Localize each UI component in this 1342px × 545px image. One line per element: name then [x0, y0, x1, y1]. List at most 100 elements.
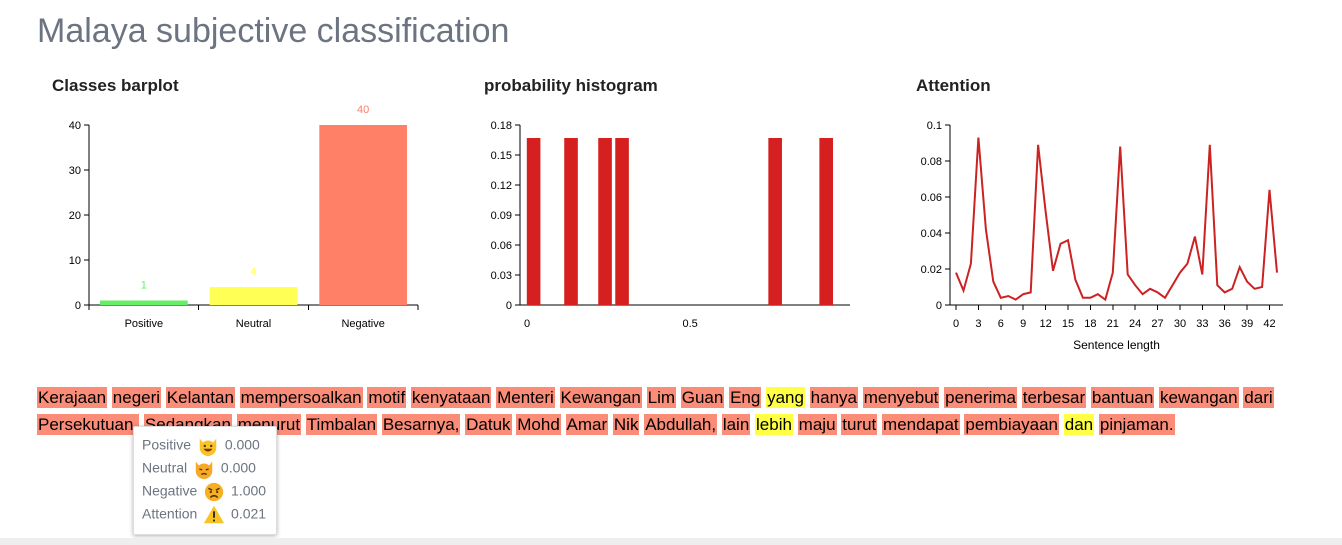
- attention-y-tick-label: 0.04: [921, 228, 942, 240]
- word-token[interactable]: Timbalan: [305, 414, 378, 435]
- word-token[interactable]: negeri: [111, 387, 162, 408]
- word-token[interactable]: Guan: [680, 387, 725, 408]
- attention-x-axis-label: Sentence length: [1073, 338, 1160, 352]
- word-token[interactable]: Eng: [729, 387, 762, 408]
- warning-icon: [204, 505, 225, 524]
- word-token[interactable]: Besarnya,: [381, 414, 461, 435]
- tooltip-row-positive: Positive 0.000: [142, 435, 260, 457]
- word-token[interactable]: Datuk: [465, 414, 512, 435]
- histogram-y-tick-label: 0.18: [491, 120, 512, 132]
- word-token[interactable]: pembiayaan: [964, 414, 1060, 435]
- word-token[interactable]: mendapat: [882, 414, 960, 435]
- tooltip-label: Neutral: [142, 459, 188, 476]
- word-token[interactable]: lain: [721, 414, 751, 435]
- tooltip-row-negative: Negative 1.000: [142, 481, 266, 503]
- attention-x-tick-label: 15: [1062, 318, 1074, 330]
- word-token[interactable]: hanya: [809, 387, 858, 408]
- attention-x-tick-label: 30: [1174, 318, 1186, 330]
- attention-x-tick-label: 0: [953, 318, 959, 330]
- attention-x-tick-label: 6: [998, 318, 1004, 330]
- barplot-y-tick-label: 10: [69, 255, 81, 267]
- tooltip-row-neutral: Neutral 0.000: [142, 458, 256, 480]
- tooltip-label: Negative: [142, 482, 198, 499]
- word-token[interactable]: menyebut: [862, 387, 940, 408]
- attention-x-tick-label: 3: [975, 318, 981, 330]
- histogram-bar: [768, 138, 782, 305]
- attention-x-tick-label: 36: [1219, 318, 1231, 330]
- word-token[interactable]: Lim: [646, 387, 677, 408]
- page-title: Malaya subjective classification: [37, 12, 510, 50]
- barplot-bar: [209, 287, 298, 305]
- attention-x-tick-label: 42: [1263, 318, 1275, 330]
- barplot-y-tick-label: 40: [69, 120, 81, 132]
- histogram-y-tick-label: 0.09: [491, 210, 512, 222]
- histogram-y-tick-label: 0.12: [491, 180, 512, 192]
- tooltip-value: 0.000: [220, 459, 256, 476]
- barplot-bar: [99, 300, 188, 305]
- word-token[interactable]: maju: [797, 414, 837, 435]
- histogram-y-tick-label: 0: [506, 300, 512, 312]
- word-token[interactable]: Mohd: [516, 414, 561, 435]
- word-token[interactable]: pinjaman.: [1098, 414, 1175, 435]
- attention-x-tick-label: 27: [1151, 318, 1163, 330]
- tooltip-value: 0.000: [224, 436, 260, 453]
- sentence-highlight: Kerajaan negeri Kelantan mempersoalkan m…: [37, 384, 1327, 438]
- word-token[interactable]: Kewangan: [559, 387, 642, 408]
- attention-x-tick-label: 12: [1039, 318, 1051, 330]
- word-token[interactable]: Menteri: [496, 387, 555, 408]
- barplot-x-tick-label: Neutral: [236, 318, 271, 330]
- tooltip-value: 0.021: [231, 505, 267, 522]
- grinning-cat-icon: [199, 438, 217, 457]
- word-token[interactable]: bantuan: [1090, 387, 1155, 408]
- word-token[interactable]: motif: [367, 387, 407, 408]
- barplot-bar: [319, 125, 408, 305]
- attention-line: [955, 137, 1278, 302]
- barplot-y-tick-label: 20: [69, 210, 81, 222]
- tooltip-label: Attention: [142, 505, 198, 522]
- word-token[interactable]: kenyataan: [410, 387, 492, 408]
- word-token[interactable]: terbesar: [1021, 387, 1087, 408]
- bottom-bar: [0, 538, 1342, 545]
- word-token[interactable]: Persekutuan.: [37, 414, 140, 435]
- cat-icon: [195, 461, 213, 480]
- barplot-x-tick-label: Negative: [341, 318, 384, 330]
- histogram-x-tick-label: 0: [524, 318, 530, 330]
- attention-x-tick-label: 21: [1107, 318, 1119, 330]
- barplot-title: Classes barplot: [52, 76, 179, 95]
- histogram-bar: [526, 138, 541, 305]
- word-token[interactable]: dari: [1243, 387, 1274, 408]
- attention-x-tick-label: 9: [1020, 318, 1026, 330]
- barplot-y-tick-label: 30: [69, 165, 81, 177]
- word-token[interactable]: Kelantan: [165, 387, 235, 408]
- word-token[interactable]: turut: [841, 414, 878, 435]
- histogram-bar: [564, 138, 578, 305]
- histogram-bar: [615, 138, 629, 305]
- word-token[interactable]: Nik: [612, 414, 640, 435]
- word-token[interactable]: kewangan: [1159, 387, 1239, 408]
- word-token[interactable]: Amar: [565, 414, 609, 435]
- attention-x-tick-label: 39: [1241, 318, 1253, 330]
- barplot-value-label: 1: [141, 280, 147, 292]
- barplot-x-tick-label: Positive: [125, 318, 164, 330]
- attention-x-tick-label: 33: [1196, 318, 1208, 330]
- word-token[interactable]: dan: [1063, 414, 1095, 435]
- word-token[interactable]: Abdullah,: [644, 414, 718, 435]
- histogram-title: probability histogram: [484, 76, 658, 95]
- word-token[interactable]: mempersoalkan: [239, 387, 363, 408]
- attention-title: Attention: [916, 76, 991, 95]
- histogram-x-tick-label: 0.5: [682, 318, 697, 330]
- barplot-value-label: 40: [357, 104, 369, 116]
- word-token[interactable]: Kerajaan: [37, 387, 108, 408]
- attention-x-tick-label: 24: [1129, 318, 1141, 330]
- histogram-bar: [598, 138, 612, 305]
- angry-face-icon: [204, 482, 224, 502]
- word-token[interactable]: lebih: [755, 414, 793, 435]
- histogram-y-tick-label: 0.03: [491, 270, 512, 282]
- barplot-y-tick-label: 0: [75, 300, 81, 312]
- attention-y-tick-label: 0.08: [921, 156, 942, 168]
- word-token[interactable]: yang: [766, 387, 805, 408]
- tooltip-value: 1.000: [231, 482, 267, 499]
- histogram-y-tick-label: 0.15: [491, 150, 512, 162]
- word-token[interactable]: penerima: [944, 387, 1018, 408]
